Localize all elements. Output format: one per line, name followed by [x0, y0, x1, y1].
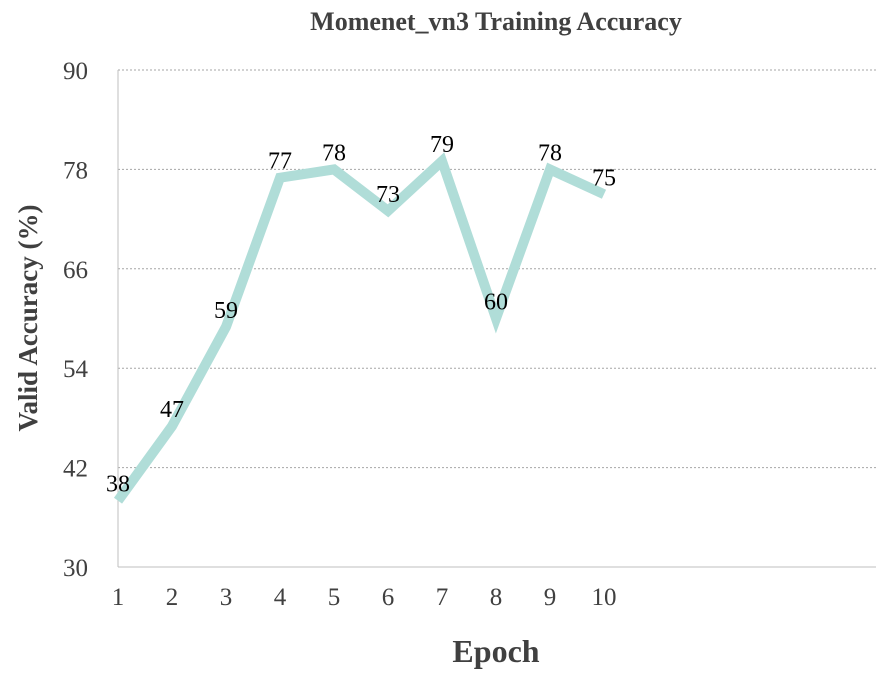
y-tick-label: 54 — [63, 356, 89, 383]
data-label: 78 — [322, 140, 346, 166]
y-tick-label: 42 — [63, 456, 88, 483]
x-tick-label: 1 — [112, 584, 125, 611]
series-line-group — [113, 152, 607, 504]
x-tick-label: 7 — [436, 584, 449, 611]
x-tick-label: 8 — [490, 584, 503, 611]
data-label: 79 — [430, 132, 454, 158]
x-tick-label: 9 — [544, 584, 557, 611]
x-tick-label: 5 — [328, 584, 341, 611]
x-axis-title: Epoch — [452, 633, 539, 669]
x-tick-labels: 1 2 3 4 5 6 7 8 9 10 — [112, 584, 617, 611]
data-labels: 38 47 59 77 78 73 79 60 78 75 — [106, 132, 616, 498]
x-tick-label: 2 — [166, 584, 179, 611]
y-tick-label: 66 — [63, 257, 88, 284]
x-tick-label: 3 — [220, 584, 233, 611]
y-tick-label: 90 — [63, 58, 88, 85]
y-tick-labels: 30 42 54 66 78 90 — [63, 58, 89, 582]
data-label: 77 — [268, 149, 292, 175]
y-axis-title: Valid Accuracy (%) — [13, 205, 43, 432]
data-label: 78 — [538, 140, 562, 166]
chart-title: Momenet_vn3 Training Accuracy — [310, 7, 682, 36]
data-label: 60 — [484, 290, 508, 316]
y-tick-label: 30 — [63, 555, 88, 582]
data-label: 38 — [106, 472, 130, 498]
series-line — [113, 152, 607, 504]
x-tick-label: 4 — [274, 584, 287, 611]
x-tick-label: 10 — [592, 584, 617, 611]
data-label: 47 — [160, 397, 184, 423]
data-label: 75 — [592, 165, 616, 191]
x-tick-label: 6 — [382, 584, 395, 611]
y-tick-label: 78 — [63, 157, 88, 184]
data-label: 59 — [214, 298, 238, 324]
grid-lines — [118, 69, 876, 568]
data-label: 73 — [376, 182, 400, 208]
